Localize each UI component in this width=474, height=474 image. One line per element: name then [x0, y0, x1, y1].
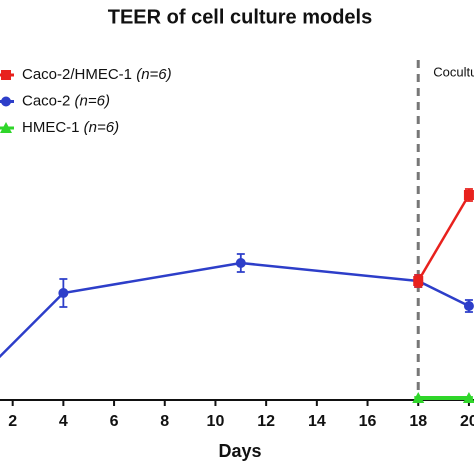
x-tick-label: 20 — [460, 413, 474, 430]
x-tick-label: 6 — [110, 413, 119, 430]
marker — [0, 122, 12, 133]
legend-label: HMEC-1 (n=6) — [22, 119, 119, 136]
series-line — [417, 194, 471, 282]
marker — [235, 258, 246, 268]
marker — [1, 70, 11, 80]
marker — [413, 276, 424, 286]
annotation: Coculture — [433, 64, 474, 79]
legend-item: Caco-2 (n=6) — [0, 92, 110, 109]
x-tick-label: 18 — [409, 413, 427, 430]
marker — [412, 392, 425, 403]
series-line — [0, 261, 470, 359]
marker — [58, 288, 69, 298]
legend-item: HMEC-1 (n=6) — [0, 119, 119, 136]
chart-title: TEER of cell culture models — [108, 6, 373, 28]
x-axis-label: Days — [218, 441, 261, 461]
x-tick-label: 12 — [257, 413, 275, 430]
legend-label: Caco-2/HMEC-1 (n=6) — [22, 66, 172, 83]
marker — [463, 301, 474, 311]
marker — [462, 392, 474, 403]
x-tick-label: 10 — [207, 413, 225, 430]
x-tick-label: 4 — [59, 413, 68, 430]
x-tick-label: 16 — [359, 413, 377, 430]
legend-label: Caco-2 (n=6) — [22, 92, 110, 109]
legend-item: Caco-2/HMEC-1 (n=6) — [0, 66, 172, 83]
x-tick-label: 2 — [8, 413, 17, 430]
x-tick-label: 14 — [308, 413, 326, 430]
marker — [1, 96, 11, 107]
x-tick-label: 8 — [160, 413, 169, 430]
marker — [463, 190, 474, 200]
